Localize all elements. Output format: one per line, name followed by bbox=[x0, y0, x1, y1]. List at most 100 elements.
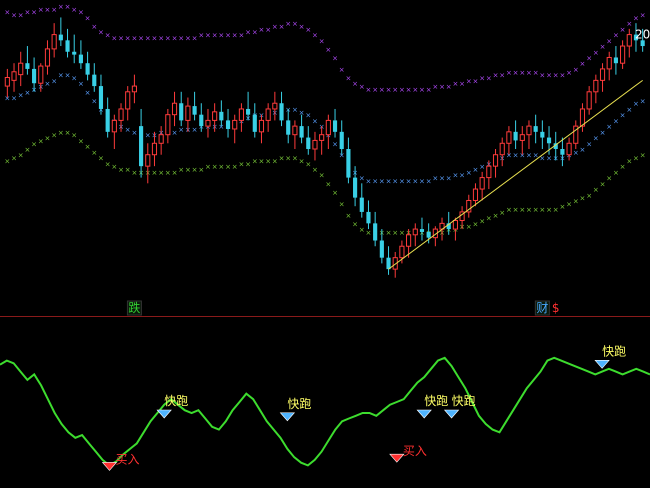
upper-band-point: × bbox=[279, 23, 285, 31]
sell-signal: 快跑 bbox=[594, 344, 626, 369]
upper-band-point: × bbox=[78, 9, 84, 17]
candle bbox=[306, 126, 311, 155]
lower-band-point: × bbox=[466, 223, 472, 231]
mid-band-point: × bbox=[386, 177, 392, 185]
lower-band-point: × bbox=[71, 132, 77, 140]
lower-band-point: × bbox=[386, 229, 392, 237]
candle-body bbox=[553, 143, 558, 149]
mid-band-point: × bbox=[412, 177, 418, 185]
candle-body bbox=[593, 79, 599, 93]
sell-signal: 快跑 bbox=[279, 397, 311, 422]
upper-band-point: × bbox=[232, 32, 238, 40]
upper-band-point: × bbox=[98, 29, 104, 37]
candle bbox=[446, 211, 451, 235]
lower-band-point: × bbox=[198, 166, 204, 174]
annotation-label: 财 bbox=[536, 301, 548, 315]
candle-body bbox=[286, 120, 291, 135]
mid-band-point: × bbox=[626, 106, 632, 114]
upper-band-point: × bbox=[586, 54, 592, 62]
candle bbox=[225, 108, 231, 138]
candle-body bbox=[279, 103, 284, 121]
lower-band-point: × bbox=[18, 152, 24, 160]
candle-body bbox=[546, 137, 552, 144]
candle bbox=[579, 103, 586, 132]
candle-body bbox=[179, 103, 184, 121]
candle bbox=[58, 17, 63, 47]
candle bbox=[573, 120, 579, 149]
mid-band-point: × bbox=[546, 155, 552, 163]
candle bbox=[105, 97, 110, 138]
candle-body bbox=[319, 134, 325, 141]
candle-body bbox=[419, 229, 425, 232]
trend-line bbox=[388, 79, 643, 270]
candle-body bbox=[246, 108, 251, 115]
candle-body bbox=[506, 131, 512, 144]
candle bbox=[18, 51, 24, 87]
lower-band-point: × bbox=[111, 163, 117, 171]
candle-body bbox=[225, 120, 231, 129]
candle bbox=[212, 103, 218, 132]
upper-band-point: × bbox=[225, 32, 231, 40]
upper-band-point: × bbox=[426, 86, 432, 94]
candle-body bbox=[519, 134, 525, 141]
candle-body bbox=[105, 108, 110, 132]
candle bbox=[246, 91, 251, 121]
buy-signal-label: 买入 bbox=[403, 444, 427, 458]
candle bbox=[506, 126, 512, 155]
lower-band-point: × bbox=[152, 169, 158, 177]
upper-band-point: × bbox=[412, 86, 418, 94]
upper-band-point: × bbox=[446, 83, 452, 91]
lower-band-point: × bbox=[279, 155, 285, 163]
lower-band-point: × bbox=[626, 157, 632, 165]
candle-body bbox=[205, 119, 211, 127]
candle bbox=[513, 120, 518, 149]
upper-band-point: × bbox=[580, 60, 586, 68]
candle bbox=[139, 108, 144, 178]
mid-band-point: × bbox=[218, 123, 224, 131]
candle bbox=[232, 114, 238, 144]
candle-body bbox=[492, 154, 499, 167]
lower-band-point: × bbox=[620, 163, 626, 171]
sell-diamond-icon bbox=[279, 412, 296, 422]
candle-body bbox=[406, 234, 412, 247]
candle-body bbox=[640, 40, 645, 47]
candle bbox=[238, 103, 244, 132]
candle bbox=[366, 200, 371, 230]
upper-band-point: × bbox=[513, 69, 519, 77]
upper-band-point: × bbox=[259, 26, 265, 34]
mid-band-point: × bbox=[586, 140, 592, 148]
mid-band-point: × bbox=[45, 80, 51, 88]
candle-body bbox=[58, 34, 63, 41]
candle-body bbox=[199, 114, 204, 127]
mid-band-point: × bbox=[145, 132, 151, 140]
upper-band-point: × bbox=[506, 69, 512, 77]
candle-body bbox=[25, 63, 30, 69]
upper-band-point: × bbox=[519, 69, 525, 77]
candle-body bbox=[72, 51, 77, 55]
lower-band-point: × bbox=[473, 220, 479, 228]
mid-band-point: × bbox=[11, 95, 17, 103]
candle bbox=[171, 91, 178, 127]
candle-body bbox=[78, 54, 83, 64]
candle bbox=[279, 91, 284, 127]
lower-band-point: × bbox=[332, 189, 338, 197]
lower-band-point: × bbox=[4, 157, 10, 165]
candle bbox=[299, 114, 304, 144]
lower-band-point: × bbox=[546, 206, 552, 214]
upper-band-point: × bbox=[125, 34, 131, 42]
candle-body bbox=[131, 85, 137, 93]
candle-body bbox=[238, 108, 244, 121]
candle bbox=[392, 251, 398, 278]
lower-band-point: × bbox=[339, 200, 345, 208]
sell-signal: 快跑 bbox=[443, 394, 476, 419]
mid-band-point: × bbox=[640, 97, 646, 105]
mid-band-point: × bbox=[379, 177, 385, 185]
candle-body bbox=[499, 142, 505, 156]
upper-band-point: × bbox=[600, 43, 606, 51]
upper-band-point: × bbox=[593, 49, 599, 57]
candle bbox=[486, 160, 492, 190]
candle bbox=[560, 137, 565, 167]
candle-body bbox=[620, 45, 626, 64]
upper-band-point: × bbox=[178, 34, 184, 42]
upper-band-point: × bbox=[65, 3, 71, 11]
